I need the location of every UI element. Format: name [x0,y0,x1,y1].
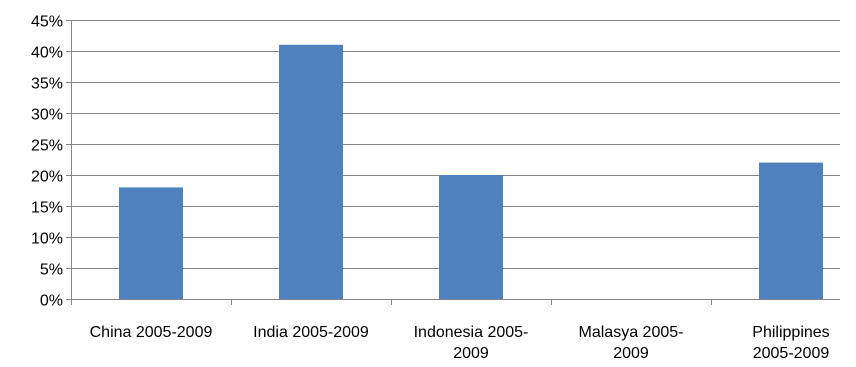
bar [119,187,183,299]
x-category-label-line: Malasya 2005- [579,324,684,341]
bar [759,162,823,299]
y-tick-label: 20% [31,169,63,186]
x-category-label-line: 2009 [613,345,649,362]
x-category-label: Malasya 2005- 2009 [579,324,684,362]
x-category-label-line: India 2005-2009 [253,324,369,341]
bar [439,175,503,299]
y-tick-label: 10% [31,231,63,248]
y-tick-label: 5% [40,262,63,279]
y-tick-label: 40% [31,45,63,62]
x-category-label: Philippines 2005-2009 [752,324,829,362]
x-category-label: China 2005-2009 [90,324,213,341]
y-tick-label: 15% [31,200,63,217]
y-tick-label: 25% [31,138,63,155]
y-tick-label: 35% [31,76,63,93]
x-category-label-line: 2005-2009 [753,345,830,362]
bar [279,44,343,299]
x-axis-category-labels: China 2005-2009 India 2005-2009 Indonesia … [90,324,830,362]
axes [66,20,840,305]
y-tick-label: 0% [40,293,63,310]
x-category-label-line: Indonesia 2005- [414,324,529,341]
x-category-label: India 2005-2009 [253,324,369,341]
bar-series [119,44,823,299]
gridlines [71,20,840,269]
y-tick-label: 45% [31,14,63,31]
x-category-label-line: 2009 [453,345,489,362]
x-category-label-line: China 2005-2009 [90,324,213,341]
y-axis-tick-labels: 0% 5% 10% 15% 20% 25% 30% 35% 40% 45% [31,14,63,310]
x-category-label-line: Philippines [752,324,829,341]
y-tick-label: 30% [31,107,63,124]
x-category-label: Indonesia 2005- 2009 [414,324,529,362]
